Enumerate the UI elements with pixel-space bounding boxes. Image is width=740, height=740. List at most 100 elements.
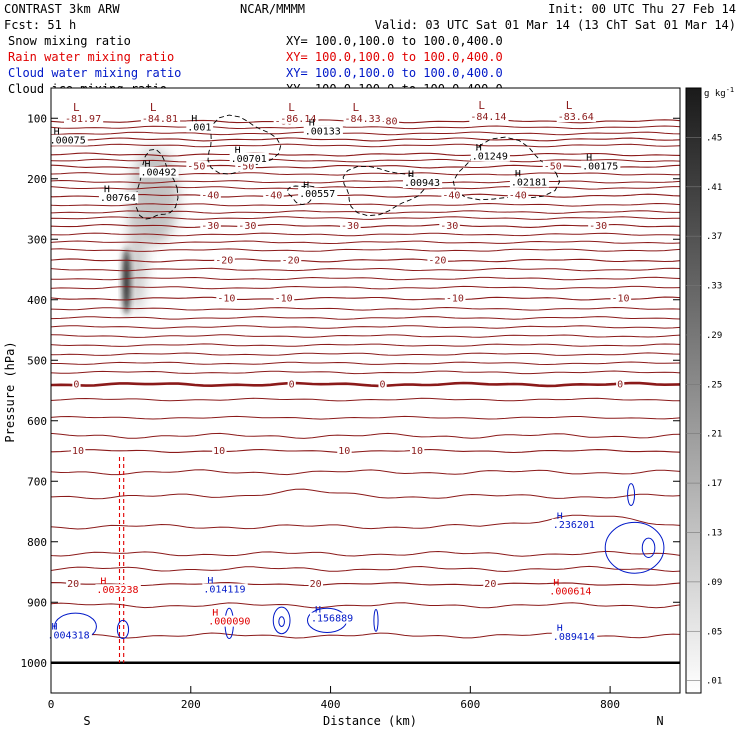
y-tick-label: 1000 [21,657,48,670]
snow-max-label: .00175 [582,162,618,173]
isotherm-line [51,306,680,311]
rain-max-label: .000614 [549,586,591,597]
y-tick-label: 800 [27,536,47,549]
cloud-max-label-bg [551,518,598,530]
colorbar-level-label: .21 [706,430,722,440]
isotherm-label: -40 [442,191,460,202]
x-axis: 0 200 400 600 800 [48,686,620,711]
colorbar-level-label: .01 [706,677,722,687]
header-title: CONTRAST 3km ARW [4,2,120,16]
isotherm-label: 10 [213,446,225,457]
y-tick-label: 400 [27,294,47,307]
isotherm-label-bg [273,292,295,304]
y-tick-label: 100 [27,112,47,125]
colorbar-units: g kg-1 [704,86,734,99]
legend-label-snow: Snow mixing ratio [8,34,131,48]
cloud-max-marker: H [315,605,321,616]
snow-max-label-bg [48,134,88,146]
isotherm-label: -10 [217,294,235,305]
y-tick-label: 200 [27,173,47,186]
isotherm-label: 10 [72,446,84,457]
isotherm-label: 20 [484,579,496,590]
min-marker: L [73,101,80,114]
min-label: -84.14 [470,112,506,123]
isotherm-line [51,469,680,476]
isotherm-label: -30 [589,221,607,232]
isotherm-label-bg [280,254,302,266]
x-tick-label: 200 [181,698,201,711]
isotherm-line [51,186,680,190]
snow-max-label: .001 [187,122,211,133]
isotherm-label-bg [72,378,81,390]
isotherm-line [51,285,680,290]
y-axis-label: Pressure (hPa) [3,341,17,442]
y-tick-label: 700 [27,475,47,488]
snow-max-label-bg [470,150,510,162]
isotherm-label-bg [200,189,221,201]
isotherm-line [51,397,680,402]
isotherm-label: -30 [341,221,359,232]
isotherm-line [51,370,680,375]
isotherm-label-bg [70,445,86,457]
isotherm-label-bg [216,292,237,304]
snow-max-label-bg [139,166,179,178]
isotherm-label: 0 [73,379,79,390]
min-label-bg [343,112,383,124]
snow-max-marker: H [235,145,241,156]
cloud-max-label-bg [202,583,248,595]
isotherm-label-bg [610,292,632,304]
isotherm-label: -30 [238,221,256,232]
colorbar-level-label: .45 [706,133,722,143]
isotherm-label-bg [66,578,81,590]
y-tick-label: 300 [27,233,47,246]
isotherm-line [51,202,680,207]
snow-max-marker: H [408,170,414,181]
isotherm-label-bg [444,292,466,304]
isotherm-label-bg [542,160,564,172]
snow-max-marker: H [586,153,592,164]
x-tick-label: 400 [321,698,341,711]
isotherm-0 [51,381,680,388]
snow-max-label-bg [581,160,621,172]
endpoint-right: N [656,714,663,728]
isotherm-label-bg [287,378,296,390]
isotherm-label: -30 [201,221,219,232]
snow-max-marker: H [144,159,150,170]
min-label: -84.81 [142,114,178,125]
cloud-max-label-bg [46,629,92,641]
isotherm-line [51,334,680,338]
isotherm-label: 20 [310,579,322,590]
min-label-bg [140,112,181,124]
isotherm-line [51,514,680,530]
snow-max-label: .00701 [231,154,267,165]
isotherm-line [51,352,680,356]
min-label: -84.33 [345,114,381,125]
isotherm-label-bg [308,578,323,590]
isotherm--40 [51,193,680,198]
snow-max-marker: H [54,127,60,138]
snow-contour-e [287,185,319,206]
isotherm-label: -20 [215,255,233,266]
isotherm-line [51,248,680,252]
isotherm-label: 0 [289,379,295,390]
isotherm-label-bg [378,378,387,390]
min-label: -83.64 [558,112,594,123]
cloud-max-marker: H [207,576,213,587]
isotherm-label-bg [507,189,529,201]
min-marker: L [353,101,360,114]
isotherm-line [51,602,680,609]
cloud-water-contour-d [272,606,291,635]
isotherm-line [51,343,680,347]
temperature-contours [51,119,680,664]
isotherm-label: -40 [509,191,527,202]
isotherm-label-bg [237,219,258,231]
isotherm-label: 0 [379,379,385,390]
snow-max-label-bg [303,125,343,137]
min-label-bg [469,111,509,123]
isotherm-label-bg [483,578,498,590]
legend-xy-cloud-water: XY= 100.0,100.0 to 100.0,400.0 [286,66,503,80]
cloud-max-label-bg [309,612,356,624]
endpoint-left: S [83,714,90,728]
